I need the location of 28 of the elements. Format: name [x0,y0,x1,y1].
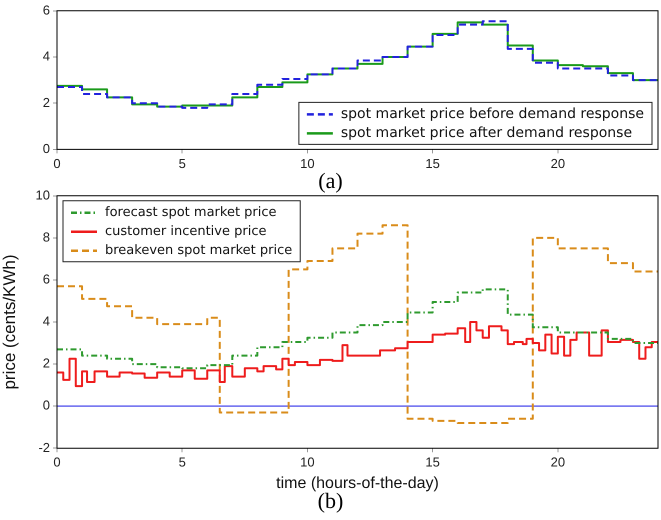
y-tick-label: 2 [42,356,50,371]
y-axis-title: price (cents/KWh) [0,254,19,390]
y-tick-label: 0 [42,140,50,156]
x-tick-label: 20 [550,156,566,171]
y-tick-label: 10 [36,187,50,202]
legend-label: breakeven spot market price [105,243,292,258]
legend-label: spot market price before demand response [340,106,644,122]
y-tick-label: 2 [42,94,50,110]
y-tick-label: 4 [42,48,50,64]
y-tick-label: 4 [42,314,50,329]
y-tick-label: 6 [42,2,50,18]
x-tick-label: 10 [300,454,315,470]
legend-label: customer incentive price [105,224,266,240]
x-tick-label: 5 [178,454,186,470]
x-tick-label: 0 [53,454,61,470]
x-tick-label: 10 [300,156,315,171]
legend-label: spot market price after demand response [340,125,632,142]
x-tick-label: 20 [550,454,566,470]
y-tick-label: -2 [38,440,50,455]
x-tick-label: 5 [178,156,186,171]
y-tick-label: 0 [42,398,50,413]
y-tick-label: 6 [42,272,50,287]
x-tick-label: 15 [425,156,440,171]
text: (a) [318,168,343,193]
legend-label: forecast spot market price [105,205,277,220]
y-tick-label: 8 [42,229,50,244]
x-tick-label: 0 [53,156,61,171]
x-tick-label: 15 [425,454,440,470]
